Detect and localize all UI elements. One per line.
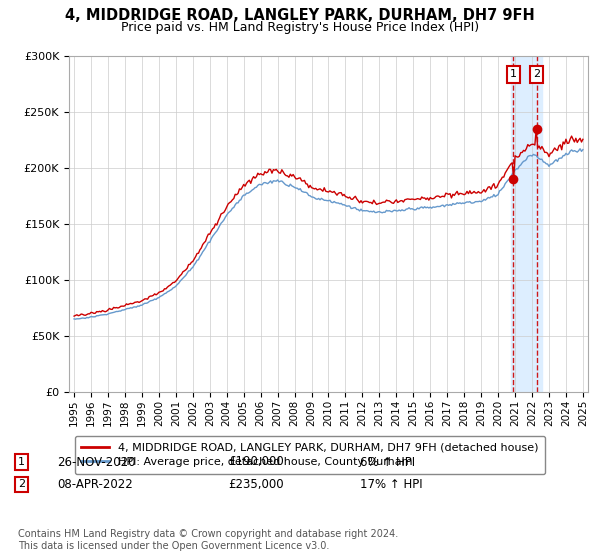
Line: HPI: Average price, detached house, County Durham: HPI: Average price, detached house, Coun… [74,149,583,319]
HPI: Average price, detached house, County Durham: (2.01e+03, 1.62e+05): Average price, detached house, County Du… [362,208,369,214]
4, MIDDRIDGE ROAD, LANGLEY PARK, DURHAM, DH7 9FH (detached house) [389,199,396,206]
Text: 4, MIDDRIDGE ROAD, LANGLEY PARK, DURHAM, DH7 9FH: 4, MIDDRIDGE ROAD, LANGLEY PARK, DURHAM,… [65,8,535,24]
HPI: Average price, detached house, County Durham: (2.02e+03, 2.17e+05): Average price, detached house, County Du… [577,146,584,152]
Legend: 4, MIDDRIDGE ROAD, LANGLEY PARK, DURHAM, DH7 9FH (detached house), HPI: Average : 4, MIDDRIDGE ROAD, LANGLEY PARK, DURHAM,… [74,436,545,474]
Bar [511,56,542,392]
4, MIDDRIDGE ROAD, LANGLEY PARK, DURHAM, DH7 9FH (detached house) [70,313,77,320]
HPI: Average price, detached house, County Durham: (2e+03, 6.5e+04): Average price, detached house, County Du… [72,316,79,323]
Text: 1: 1 [510,69,517,80]
HPI: Average price, detached house, County Durham: (2e+03, 6.68e+04): Average price, detached house, County Du… [86,314,93,320]
HPI: Average price, detached house, County Durham: (2.02e+03, 2.05e+05): Average price, detached house, County Du… [518,160,526,166]
Text: 2: 2 [18,479,25,489]
Text: 2: 2 [533,69,540,80]
Text: Price paid vs. HM Land Registry's House Price Index (HPI): Price paid vs. HM Land Registry's House … [121,21,479,34]
Text: 1: 1 [18,457,25,467]
Text: 26-NOV-2020: 26-NOV-2020 [57,455,136,469]
HPI: Average price, detached house, County Durham: (2.01e+03, 1.62e+05): Average price, detached house, County Du… [390,207,397,214]
4, MIDDRIDGE ROAD, LANGLEY PARK, DURHAM, DH7 9FH (detached house) [360,198,367,205]
HPI: Average price, detached house, County Durham: (2.01e+03, 1.6e+05): Average price, detached house, County Du… [379,209,386,216]
4, MIDDRIDGE ROAD, LANGLEY PARK, DURHAM, DH7 9FH (detached house) [533,125,540,132]
4, MIDDRIDGE ROAD, LANGLEY PARK, DURHAM, DH7 9FH (detached house) [517,150,524,156]
Text: £190,000: £190,000 [228,455,284,469]
HPI: Average price, detached house, County Durham: (2e+03, 6.52e+04): Average price, detached house, County Du… [70,316,77,323]
4, MIDDRIDGE ROAD, LANGLEY PARK, DURHAM, DH7 9FH (detached house) [165,283,172,290]
4, MIDDRIDGE ROAD, LANGLEY PARK, DURHAM, DH7 9FH (detached house) [85,310,92,317]
HPI: Average price, detached house, County Durham: (2e+03, 9.08e+04): Average price, detached house, County Du… [167,287,174,293]
4, MIDDRIDGE ROAD, LANGLEY PARK, DURHAM, DH7 9FH (detached house) [580,136,587,143]
HPI: Average price, detached house, County Durham: (2.02e+03, 2.16e+05): Average price, detached house, County Du… [580,146,587,153]
Text: £235,000: £235,000 [228,478,284,491]
Text: 08-APR-2022: 08-APR-2022 [57,478,133,491]
Text: 17% ↑ HPI: 17% ↑ HPI [360,478,422,491]
4, MIDDRIDGE ROAD, LANGLEY PARK, DURHAM, DH7 9FH (detached house) [377,200,385,207]
Line: 4, MIDDRIDGE ROAD, LANGLEY PARK, DURHAM, DH7 9FH (detached house): 4, MIDDRIDGE ROAD, LANGLEY PARK, DURHAM,… [74,129,583,316]
Text: Contains HM Land Registry data © Crown copyright and database right 2024.
This d: Contains HM Land Registry data © Crown c… [18,529,398,551]
Text: 6% ↑ HPI: 6% ↑ HPI [360,455,415,469]
